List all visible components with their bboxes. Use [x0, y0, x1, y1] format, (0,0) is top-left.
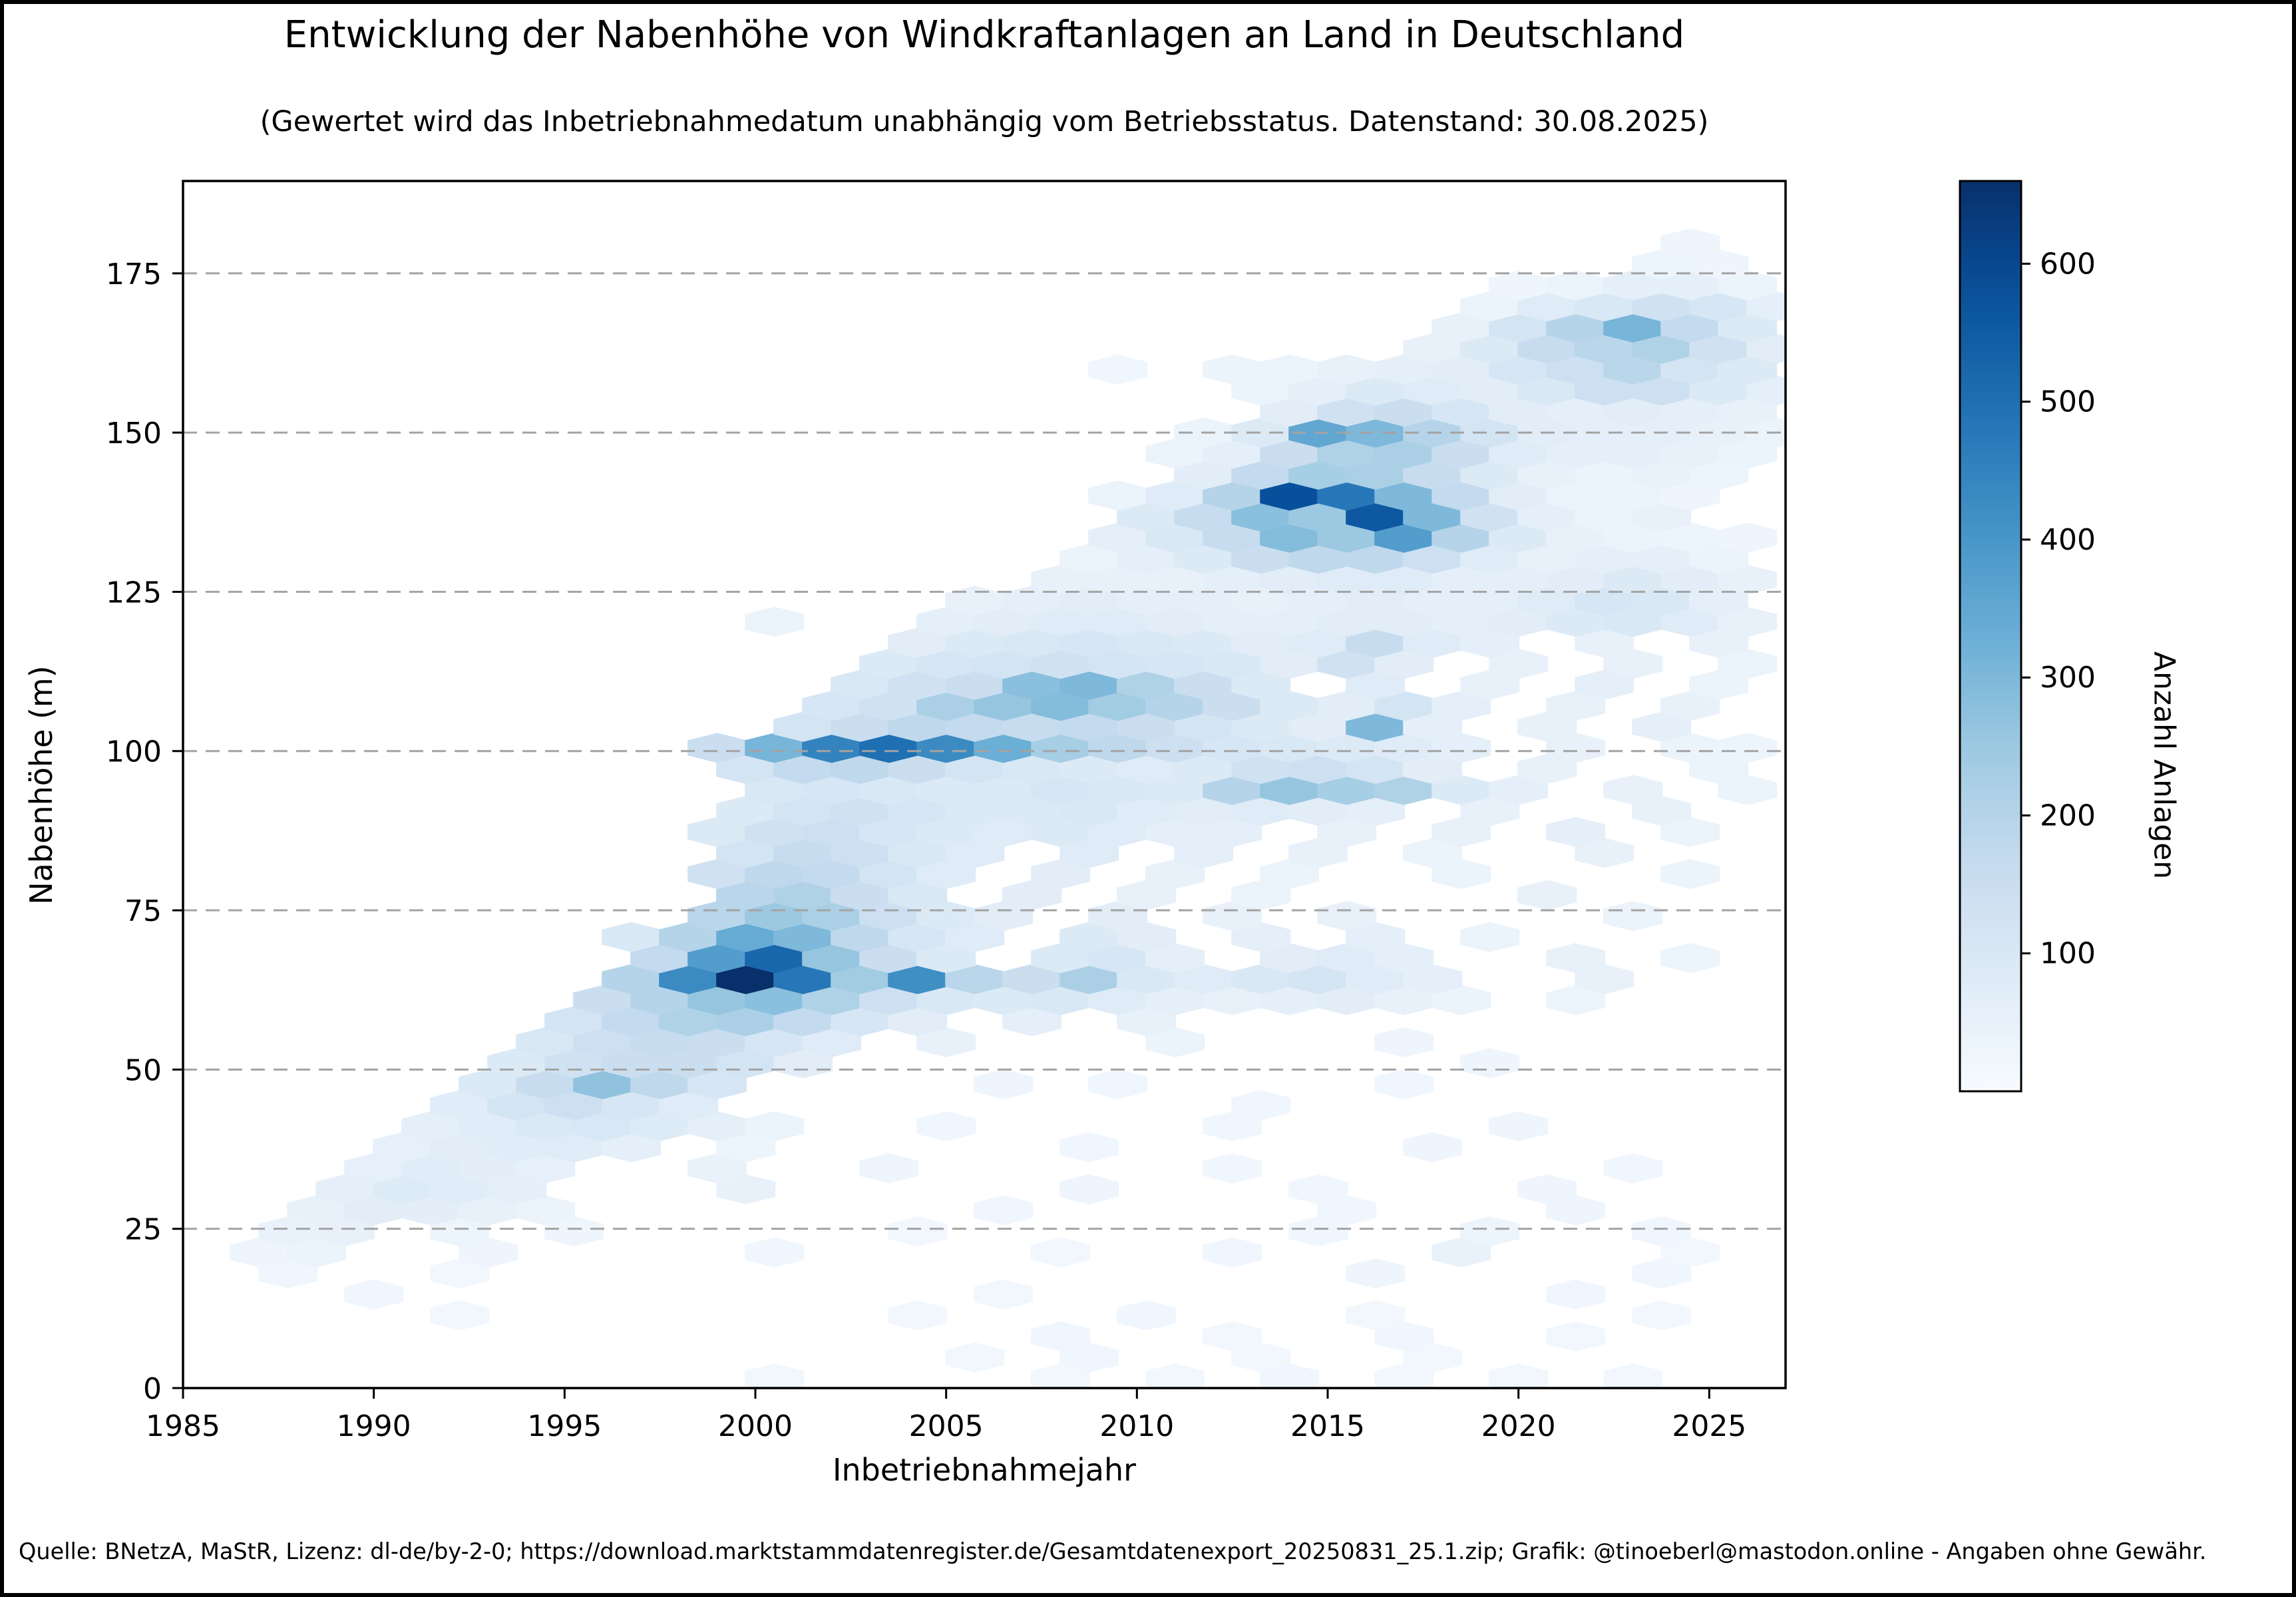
- x-tick-label: 2025: [1672, 1409, 1746, 1443]
- hex-cell: [1603, 1363, 1663, 1388]
- hex-cell: [1460, 922, 1520, 952]
- x-tick-label: 2005: [909, 1409, 984, 1443]
- hex-cell: [888, 1216, 948, 1247]
- y-axis: 0 25 50 75 100 125 150 175: [106, 258, 183, 1406]
- hex-cell: [1632, 1300, 1692, 1331]
- plot-frame: [182, 180, 1787, 1389]
- gridlines: [183, 272, 1786, 1230]
- hex-cell: [1288, 1174, 1348, 1204]
- hex-cell: [1203, 1153, 1262, 1184]
- y-tick-label: 25: [124, 1213, 162, 1247]
- hex-cell: [974, 1195, 1034, 1226]
- colorbar-tick-label: 500: [2040, 385, 2096, 419]
- hex-cell: [1403, 1132, 1463, 1162]
- hex-cell: [1317, 901, 1377, 932]
- hex-cell: [1117, 1300, 1177, 1331]
- hex-cell: [945, 1342, 1005, 1373]
- hex-cell: [1718, 522, 1778, 553]
- hex-cell: [974, 1069, 1034, 1099]
- hex-cell: [1088, 354, 1148, 385]
- y-tick-label: 175: [106, 258, 162, 291]
- hex-cell: [1660, 228, 1720, 259]
- hex-cell: [1517, 880, 1577, 910]
- y-tick-label: 0: [143, 1372, 162, 1406]
- hex-cell: [1460, 1216, 1520, 1247]
- hex-cell: [430, 1300, 490, 1331]
- y-tick-label: 75: [124, 894, 162, 928]
- x-tick-label: 1985: [146, 1409, 220, 1443]
- hex-cell: [1374, 1069, 1434, 1099]
- hex-cell: [1031, 1237, 1091, 1268]
- hex-cell: [1346, 1300, 1406, 1331]
- hex-cell: [1603, 901, 1663, 932]
- y-tick-label: 125: [106, 576, 162, 610]
- x-axis-label: Inbetriebnahmejahr: [832, 1452, 1137, 1488]
- colorbar: 100 200 300 400 500 600: [1959, 180, 2096, 1093]
- hex-cell: [745, 1237, 805, 1268]
- colorbar-tick-label: 300: [2040, 661, 2096, 695]
- hex-cell: [888, 1300, 948, 1331]
- hex-cell: [916, 1111, 976, 1142]
- hex-cell: [1031, 1321, 1091, 1352]
- hex-cell: [1203, 1321, 1262, 1352]
- y-axis-label: Nabenhöhe (m): [23, 665, 59, 905]
- hex-cell: [1546, 1279, 1606, 1310]
- hexbin-cells: [230, 228, 1786, 1388]
- colorbar-label: Anzahl Anlagen: [2147, 651, 2182, 880]
- hex-cell: [1660, 943, 1720, 974]
- chart-title: Entwicklung der Nabenhöhe von Windkrafta…: [284, 13, 1685, 57]
- hex-cell: [974, 1279, 1034, 1310]
- x-tick-label: 1990: [337, 1409, 411, 1443]
- colorbar-tick-label: 400: [2040, 523, 2096, 557]
- hex-cell: [1603, 775, 1663, 805]
- x-tick-label: 2000: [718, 1409, 793, 1443]
- y-tick-label: 50: [124, 1053, 162, 1087]
- x-axis: 1985 1990 1995 2000 2005 2010 2015 2020 2025: [146, 1388, 1746, 1443]
- hex-cell: [344, 1279, 404, 1310]
- hex-cell: [1546, 1321, 1606, 1352]
- hex-cell: [1203, 1237, 1262, 1268]
- hex-cell: [1231, 1090, 1291, 1121]
- hex-cell: [1460, 1048, 1520, 1079]
- x-tick-label: 2010: [1099, 1409, 1174, 1443]
- y-tick-label: 100: [106, 735, 162, 769]
- hex-cell: [745, 1363, 805, 1388]
- colorbar-tick-label: 600: [2040, 247, 2096, 281]
- colorbar-tick-label: 100: [2040, 937, 2096, 971]
- hex-cell: [1088, 1069, 1148, 1099]
- hex-cell: [1059, 1174, 1119, 1204]
- hex-cell: [1632, 1216, 1692, 1247]
- hex-cell: [745, 1111, 805, 1142]
- hex-cell: [1346, 1258, 1406, 1289]
- hex-cell: [859, 1153, 919, 1184]
- hex-cell: [1489, 1111, 1549, 1142]
- x-tick-label: 1995: [527, 1409, 602, 1443]
- hex-cell: [1546, 816, 1606, 847]
- hex-cell: [1059, 1132, 1119, 1162]
- source-footer: Quelle: BNetzA, MaStR, Lizenz: dl-de/by-…: [19, 1538, 2207, 1564]
- hex-cell: [1374, 1027, 1434, 1057]
- hex-cell: [1145, 1363, 1205, 1388]
- hex-cell: [745, 606, 805, 637]
- colorbar-gradient: [1959, 180, 2022, 1093]
- hex-cell: [1489, 1363, 1549, 1388]
- hex-cell: [1718, 733, 1778, 763]
- x-tick-label: 2020: [1481, 1409, 1556, 1443]
- colorbar-tick-label: 200: [2040, 798, 2096, 832]
- hex-cell: [1603, 1153, 1663, 1184]
- hex-cell: [1660, 858, 1720, 890]
- hex-cell: [1546, 943, 1606, 974]
- chart-subtitle: (Gewertet wird das Inbetriebnahmedatum u…: [260, 105, 1709, 138]
- hex-cell: [1517, 1174, 1577, 1204]
- y-tick-label: 150: [106, 417, 162, 450]
- x-tick-label: 2015: [1290, 1409, 1365, 1443]
